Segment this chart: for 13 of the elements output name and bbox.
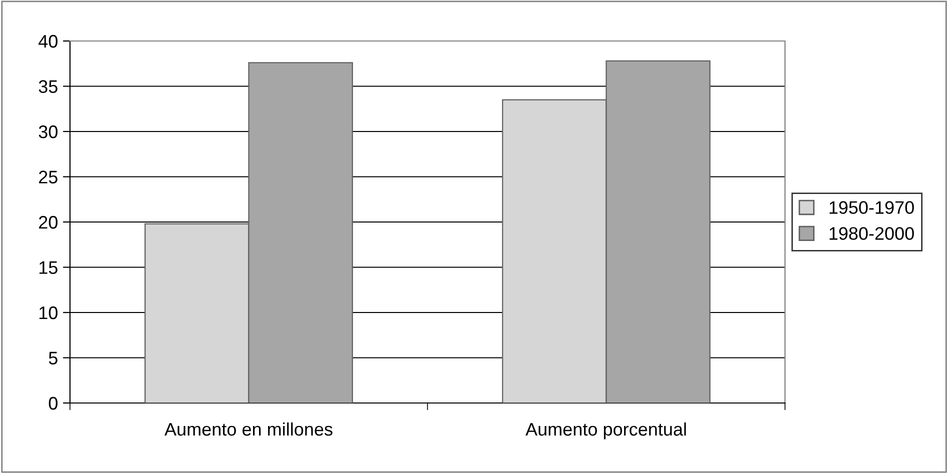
- y-tick-label: 35: [38, 80, 58, 93]
- y-tick-label: 25: [39, 170, 58, 184]
- y-tick-label: 15: [39, 261, 58, 274]
- y-tick-label: 0: [48, 396, 58, 410]
- x-tick-label: Aumento en millones: [164, 422, 332, 436]
- legend-label: 1950-1970: [830, 201, 914, 214]
- x-tick-label: Aumento porcentual: [525, 422, 686, 440]
- y-tick-label: 40: [38, 34, 58, 48]
- y-tick-label: 30: [38, 125, 58, 138]
- y-tick-label: 20: [39, 216, 58, 229]
- y-tick-label: 5: [48, 352, 58, 364]
- legend-label: 1980-2000: [830, 227, 914, 240]
- y-tick-label: 10: [39, 306, 58, 320]
